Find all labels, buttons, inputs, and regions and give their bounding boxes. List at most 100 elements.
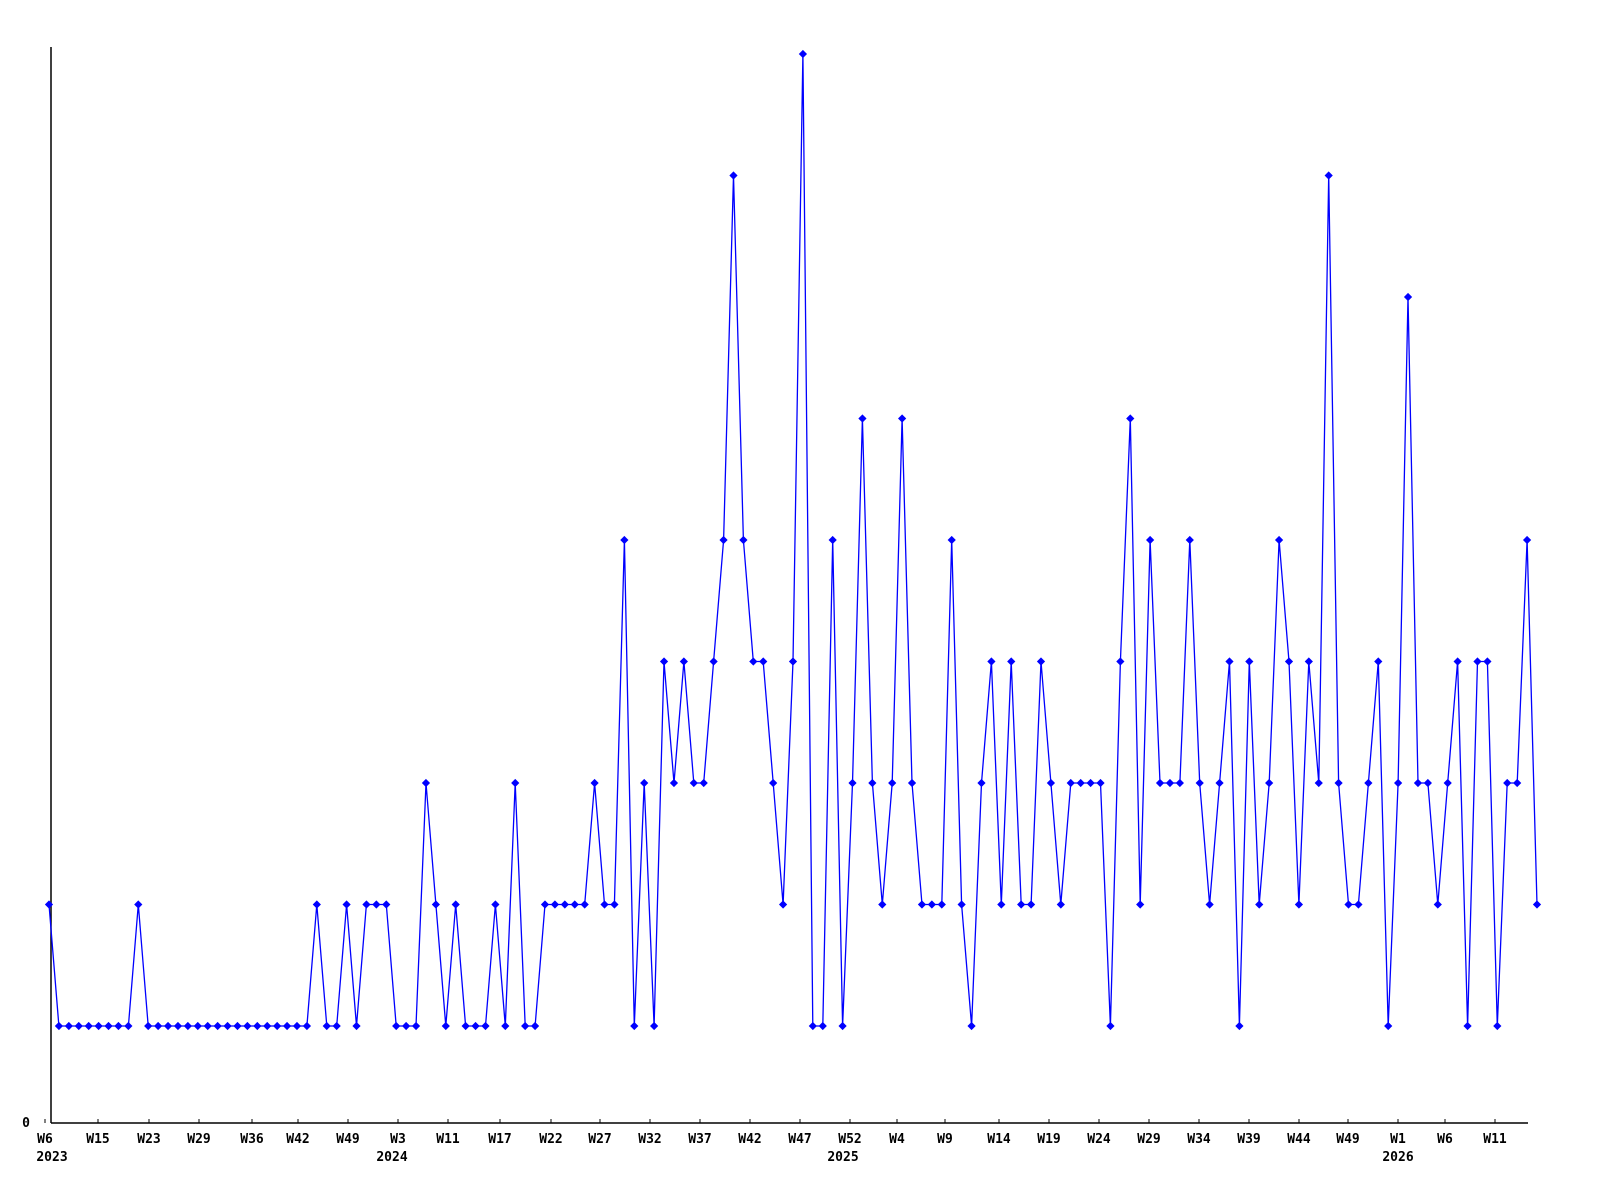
data-point-marker[interactable] <box>1453 657 1462 666</box>
data-point-marker[interactable] <box>1473 657 1482 666</box>
data-point-marker[interactable] <box>54 1021 64 1031</box>
data-point-marker[interactable] <box>1284 657 1294 666</box>
data-point-marker[interactable] <box>907 778 917 788</box>
data-point-marker[interactable] <box>1334 778 1343 788</box>
data-point-marker[interactable] <box>659 657 669 666</box>
data-point-marker[interactable] <box>1096 778 1105 788</box>
data-point-marker[interactable] <box>1215 778 1224 788</box>
data-point-marker[interactable] <box>1493 1021 1502 1031</box>
data-point-marker[interactable] <box>709 657 718 666</box>
data-point-marker[interactable] <box>173 1021 183 1031</box>
data-point-marker[interactable] <box>1165 778 1175 788</box>
data-point-marker[interactable] <box>302 1021 312 1031</box>
data-point-marker[interactable] <box>491 900 500 909</box>
data-point-marker[interactable] <box>808 1021 817 1031</box>
data-point-marker[interactable] <box>154 1021 163 1031</box>
data-point-marker[interactable] <box>1304 657 1313 666</box>
data-point-marker[interactable] <box>1086 778 1095 788</box>
data-point-marker[interactable] <box>1205 900 1214 909</box>
data-point-marker[interactable] <box>828 535 837 545</box>
data-point-marker[interactable] <box>1185 535 1194 545</box>
data-point-marker[interactable] <box>1532 900 1542 909</box>
data-point-marker[interactable] <box>1116 657 1125 666</box>
data-point-marker[interactable] <box>322 1021 331 1031</box>
data-point-marker[interactable] <box>481 1021 490 1031</box>
data-point-marker[interactable] <box>838 1021 847 1031</box>
data-point-marker[interactable] <box>1026 900 1036 909</box>
data-point-marker[interactable] <box>1126 414 1135 423</box>
data-point-marker[interactable] <box>530 1021 540 1031</box>
data-point-marker[interactable] <box>1046 778 1056 788</box>
data-point-marker[interactable] <box>1364 778 1373 788</box>
data-point-marker[interactable] <box>1324 171 1333 180</box>
data-point-marker[interactable] <box>650 1021 659 1031</box>
data-point-marker[interactable] <box>193 1021 202 1031</box>
data-point-marker[interactable] <box>451 900 460 909</box>
data-point-marker[interactable] <box>1522 535 1532 545</box>
data-point-marker[interactable] <box>1463 1021 1472 1031</box>
data-point-marker[interactable] <box>848 778 857 788</box>
data-point-marker[interactable] <box>312 900 321 909</box>
data-point-marker[interactable] <box>253 1021 262 1031</box>
data-point-marker[interactable] <box>967 1021 976 1031</box>
data-point-marker[interactable] <box>511 778 520 788</box>
data-point-marker[interactable] <box>739 535 748 545</box>
data-point-marker[interactable] <box>243 1021 252 1031</box>
data-point-marker[interactable] <box>1443 778 1452 788</box>
data-point-marker[interactable] <box>957 900 966 909</box>
data-point-marker[interactable] <box>332 1021 341 1031</box>
data-point-marker[interactable] <box>788 657 798 666</box>
data-point-marker[interactable] <box>84 1021 93 1031</box>
data-point-marker[interactable] <box>600 900 609 909</box>
data-point-marker[interactable] <box>540 900 550 909</box>
data-point-marker[interactable] <box>411 1021 421 1031</box>
data-point-marker[interactable] <box>521 1021 530 1031</box>
data-point-marker[interactable] <box>917 900 927 909</box>
data-point-marker[interactable] <box>947 535 956 545</box>
data-point-marker[interactable] <box>937 900 946 909</box>
data-point-marker[interactable] <box>104 1021 113 1031</box>
data-point-marker[interactable] <box>44 900 54 909</box>
data-point-marker[interactable] <box>134 900 143 909</box>
data-point-marker[interactable] <box>144 1021 153 1031</box>
data-point-marker[interactable] <box>550 900 560 909</box>
data-point-marker[interactable] <box>1255 900 1264 909</box>
data-point-marker[interactable] <box>64 1021 73 1031</box>
data-point-marker[interactable] <box>94 1021 103 1031</box>
data-point-marker[interactable] <box>1413 778 1423 788</box>
data-point-marker[interactable] <box>759 657 768 666</box>
data-point-marker[interactable] <box>620 535 629 545</box>
data-point-marker[interactable] <box>858 414 867 423</box>
data-point-marker[interactable] <box>1195 778 1204 788</box>
data-point-marker[interactable] <box>699 778 708 788</box>
data-point-marker[interactable] <box>203 1021 212 1031</box>
data-point-marker[interactable] <box>1265 778 1274 788</box>
data-point-marker[interactable] <box>1056 900 1065 909</box>
data-point-marker[interactable] <box>1503 778 1512 788</box>
data-point-marker[interactable] <box>1066 778 1075 788</box>
data-point-marker[interactable] <box>1225 657 1234 666</box>
data-point-marker[interactable] <box>352 1021 361 1031</box>
data-point-marker[interactable] <box>273 1021 282 1031</box>
data-point-marker[interactable] <box>719 535 728 545</box>
data-point-marker[interactable] <box>1235 1021 1244 1031</box>
data-point-marker[interactable] <box>997 900 1006 909</box>
data-point-marker[interactable] <box>818 1021 827 1031</box>
data-point-marker[interactable] <box>868 778 877 788</box>
data-point-marker[interactable] <box>421 778 431 788</box>
data-point-marker[interactable] <box>1017 900 1026 909</box>
data-point-marker[interactable] <box>1175 778 1184 788</box>
data-point-marker[interactable] <box>441 1021 450 1031</box>
data-point-marker[interactable] <box>1433 900 1442 909</box>
data-point-marker[interactable] <box>560 900 569 909</box>
data-point-marker[interactable] <box>1403 292 1413 302</box>
data-point-marker[interactable] <box>1354 900 1363 909</box>
data-point-marker[interactable] <box>431 900 440 909</box>
data-point-marker[interactable] <box>669 778 679 788</box>
data-point-marker[interactable] <box>798 49 808 59</box>
data-point-marker[interactable] <box>1146 535 1155 545</box>
data-point-marker[interactable] <box>402 1021 411 1031</box>
data-point-marker[interactable] <box>679 657 688 666</box>
data-point-marker[interactable] <box>640 778 649 788</box>
data-point-marker[interactable] <box>977 778 986 788</box>
